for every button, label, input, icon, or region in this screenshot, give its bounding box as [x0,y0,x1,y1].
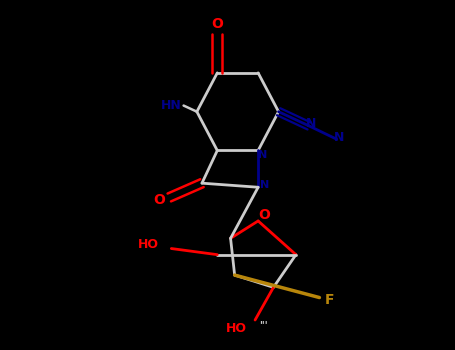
Text: N: N [260,180,269,190]
Text: HN: HN [161,99,182,112]
Text: HO: HO [226,322,247,335]
Text: HO: HO [138,238,159,251]
Text: O: O [258,208,270,222]
Text: N: N [306,118,316,131]
Text: N: N [334,131,344,144]
Text: O: O [153,193,165,206]
Text: F: F [325,293,334,307]
Text: O: O [212,17,223,31]
Text: ''': ''' [259,320,268,330]
Text: N: N [258,149,267,160]
